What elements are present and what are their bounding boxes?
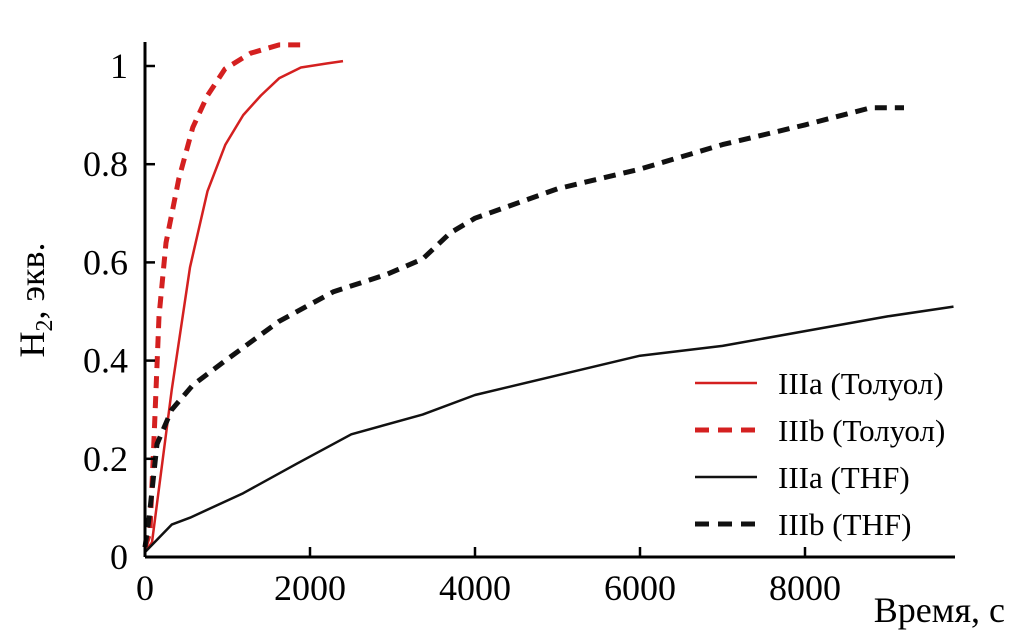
y-tick-label: 0.8 <box>83 144 128 184</box>
y-tick-label: 1 <box>110 46 128 86</box>
y-tick-label: 0.2 <box>83 439 128 479</box>
legend-label: IIIb (Толуол) <box>778 413 945 448</box>
legend: IIIa (Толуол) IIIb (Толуол) IIIa (THF) IIIb… <box>695 366 945 542</box>
x-tick-label: 6000 <box>604 568 676 608</box>
legend-label: IIIb (THF) <box>778 507 911 542</box>
y-tick-label: 0.6 <box>83 242 128 282</box>
x-tick-label: 4000 <box>439 568 511 608</box>
x-tick-label: 0 <box>136 568 154 608</box>
y-tick-label: 0.4 <box>83 341 128 381</box>
x-axis-label: Время, с <box>874 590 1005 630</box>
x-tick-label: 2000 <box>274 568 346 608</box>
legend-label: IIIa (THF) <box>778 460 910 495</box>
x-tick-label: 8000 <box>769 568 841 608</box>
series-line-1 <box>142 42 302 548</box>
y-axis-label: H2, экв. <box>12 243 58 358</box>
ticks-layer: 0 2000 4000 6000 8000 0 0.2 0.4 0.6 0.8 1 <box>83 46 841 608</box>
series-line-2 <box>144 305 954 553</box>
legend-label: IIIa (Толуол) <box>778 366 944 401</box>
y-axis-label-subscript: 2 <box>32 319 58 331</box>
series-line-0 <box>143 59 344 553</box>
y-tick-label: 0 <box>110 537 128 577</box>
